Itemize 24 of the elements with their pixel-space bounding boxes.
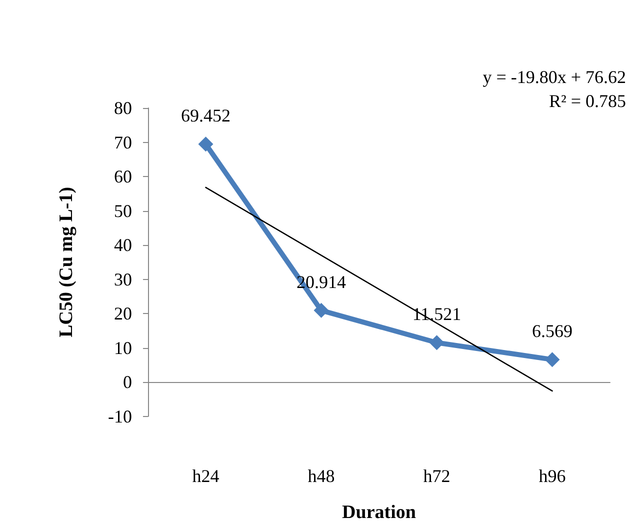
y-tick-label: 30 [114,269,132,290]
point [429,335,444,350]
x-tick-label: h24 [192,466,220,486]
y-tick-label: 0 [123,372,132,392]
y-tick-label: 50 [114,200,132,221]
y-tick-label: 70 [114,132,132,152]
y-tick-label: 10 [114,338,132,358]
y-tick-label: -10 [108,406,132,426]
x-tick-label: h96 [538,466,566,486]
data-label: 6.569 [532,321,572,342]
y-tick-label: 80 [114,98,132,118]
y-tick-label: 40 [114,235,132,256]
point [198,136,214,152]
point [314,302,329,318]
x-axis-title: Duration [342,502,416,523]
point [544,352,560,368]
x-tick-label: h72 [423,466,450,486]
y-tick-label: 60 [114,166,132,187]
y-tick-label: 20 [114,304,132,324]
x-tick-label: h48 [308,466,335,486]
data-label: 69.452 [181,106,230,126]
y-axis-title: LC50 (Cu mg L-1) [56,186,77,338]
text: y = -19.80x + 76.62 [482,67,626,87]
annotation: R² = 0.785 [548,91,626,111]
